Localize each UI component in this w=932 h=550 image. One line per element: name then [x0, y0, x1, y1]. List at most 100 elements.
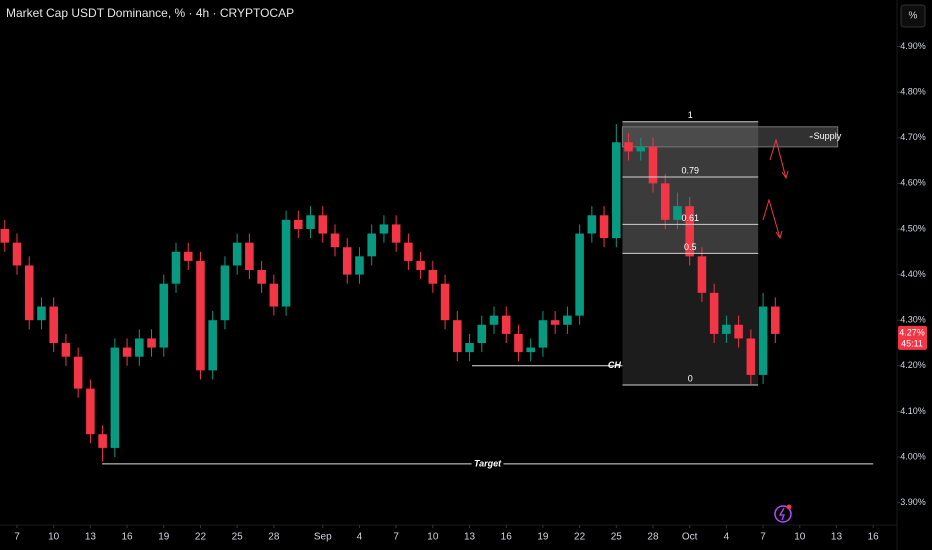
- candle-body: [232, 242, 242, 266]
- x-tick-label: 13: [831, 532, 843, 543]
- candle-body: [722, 324, 731, 334]
- fib-level-label: 0: [688, 373, 693, 383]
- candle-body: [660, 183, 670, 220]
- x-tick-label: 19: [537, 532, 549, 543]
- candle-body: [734, 324, 743, 339]
- candle-body: [501, 315, 511, 334]
- y-tick-label: 4.50%: [900, 223, 926, 233]
- plot-area: [621, 121, 839, 385]
- ch-label: CH: [608, 360, 621, 370]
- candle-body: [404, 242, 413, 261]
- candle-body: [159, 283, 169, 348]
- x-tick-label: 16: [122, 532, 134, 543]
- target-label: Target: [474, 458, 502, 468]
- unit-button-label[interactable]: %: [909, 11, 918, 22]
- candle-body: [526, 347, 535, 353]
- y-tick-label: 3.90%: [900, 497, 926, 507]
- x-tick-label: 10: [427, 532, 439, 543]
- x-tick-label: 16: [501, 532, 513, 543]
- x-tick-label: 10: [794, 532, 806, 543]
- x-tick-label: 7: [14, 532, 20, 543]
- x-tick-label: 25: [611, 532, 623, 543]
- candle-body: [428, 270, 438, 284]
- candle-body: [538, 320, 548, 348]
- candle-body: [98, 434, 107, 448]
- candle-body: [391, 224, 401, 243]
- y-tick-label: 4.80%: [900, 87, 926, 97]
- candle-body: [73, 356, 83, 389]
- candle-body: [697, 256, 707, 293]
- candle-body: [110, 347, 120, 448]
- x-tick-label: Sep: [314, 532, 332, 543]
- alert-icon-bolt: [778, 507, 785, 521]
- x-tick-label: Oct: [682, 532, 698, 543]
- candle-body: [49, 306, 58, 344]
- candle-body: [122, 347, 132, 357]
- x-tick-label: 10: [48, 532, 60, 543]
- x-tick-label: 19: [158, 532, 170, 543]
- candle-body: [12, 242, 22, 266]
- candle-body: [709, 292, 719, 334]
- x-tick-label: 28: [647, 532, 659, 543]
- candle-body: [685, 206, 694, 257]
- x-tick-label: 7: [760, 532, 766, 543]
- candle-body: [196, 260, 205, 371]
- candle-body: [147, 338, 156, 348]
- supply-label: Supply: [814, 131, 842, 141]
- fib-zone-lower: [622, 253, 759, 385]
- candle-body: [599, 215, 609, 239]
- countdown-label: 45:11: [901, 338, 923, 348]
- candle-body: [61, 343, 71, 357]
- unit-button[interactable]: [900, 4, 926, 28]
- candle-body: [306, 215, 315, 229]
- candle-body: [318, 215, 328, 234]
- y-tick-label: 4.70%: [900, 132, 926, 142]
- last-price-label: 4.27%: [899, 327, 925, 337]
- candle-body: [208, 320, 217, 371]
- candle-body: [379, 224, 389, 234]
- y-tick-label: 4.00%: [900, 451, 926, 461]
- y-tick-label: 4.90%: [900, 41, 926, 51]
- candle-body: [453, 320, 462, 353]
- x-tick-label: 13: [85, 532, 97, 543]
- candle-body: [771, 306, 780, 334]
- y-tick-label: 4.20%: [900, 360, 926, 370]
- candle-body: [465, 343, 474, 353]
- fib-level-label: 0.5: [684, 242, 697, 252]
- candle-body: [281, 219, 291, 307]
- target-label-bg: [471, 457, 504, 470]
- candle-body: [477, 324, 487, 344]
- alert-icon[interactable]: [774, 505, 792, 523]
- y-tick-label: 4.10%: [900, 406, 926, 416]
- candle-body: [355, 256, 364, 275]
- chart-title: Market Cap USDT Dominance, % · 4h · CRYP…: [6, 6, 294, 20]
- candle-body: [575, 233, 584, 316]
- candle-body: [220, 265, 230, 321]
- candle-body: [758, 306, 768, 375]
- candle-body: [367, 233, 376, 257]
- candle-body: [330, 233, 340, 248]
- y-tick-label: 4.60%: [900, 178, 926, 188]
- x-tick-label: 13: [464, 532, 476, 543]
- candle-body: [636, 146, 646, 152]
- x-tick-label: 25: [232, 532, 244, 543]
- candle-body: [294, 219, 303, 229]
- candle-body: [416, 260, 425, 271]
- candle-body: [612, 142, 621, 239]
- candle-body: [24, 265, 34, 321]
- candle-body: [0, 228, 10, 243]
- candle-body: [563, 315, 572, 325]
- x-tick-label: 22: [574, 532, 586, 543]
- x-tick-label: 22: [195, 532, 207, 543]
- arrow: [769, 138, 789, 180]
- fib-level-label: 1: [688, 110, 693, 120]
- candle-body: [269, 283, 279, 307]
- y-tick-label: 4.30%: [900, 315, 926, 325]
- x-tick-label: 16: [868, 532, 880, 543]
- fib-level-label: 0.61: [682, 213, 700, 223]
- fib-level-label: 0.79: [682, 165, 700, 175]
- candle-body: [37, 306, 46, 321]
